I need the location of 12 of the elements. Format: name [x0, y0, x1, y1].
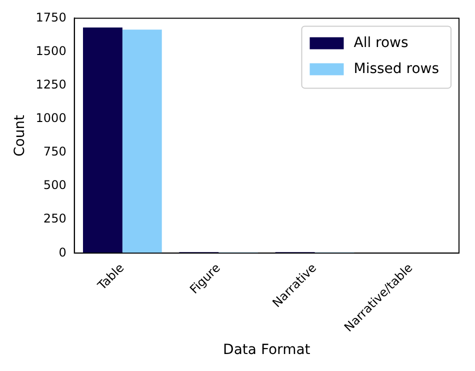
- legend-label: All rows: [354, 34, 408, 51]
- y-tick-label: 1000: [36, 111, 66, 126]
- y-tick-label: 0: [58, 245, 66, 260]
- y-axis-title: Count: [12, 114, 28, 156]
- y-tick-label: 1250: [36, 77, 66, 92]
- x-axis-title: Data Format: [223, 342, 311, 358]
- y-tick-label: 1500: [36, 44, 66, 58]
- legend-label: Missed rows: [354, 60, 439, 77]
- y-tick-label: 750: [43, 144, 66, 159]
- y-tick-label: 1750: [36, 10, 66, 24]
- y-tick-label: 500: [43, 178, 66, 192]
- y-tick-label: 250: [43, 212, 66, 226]
